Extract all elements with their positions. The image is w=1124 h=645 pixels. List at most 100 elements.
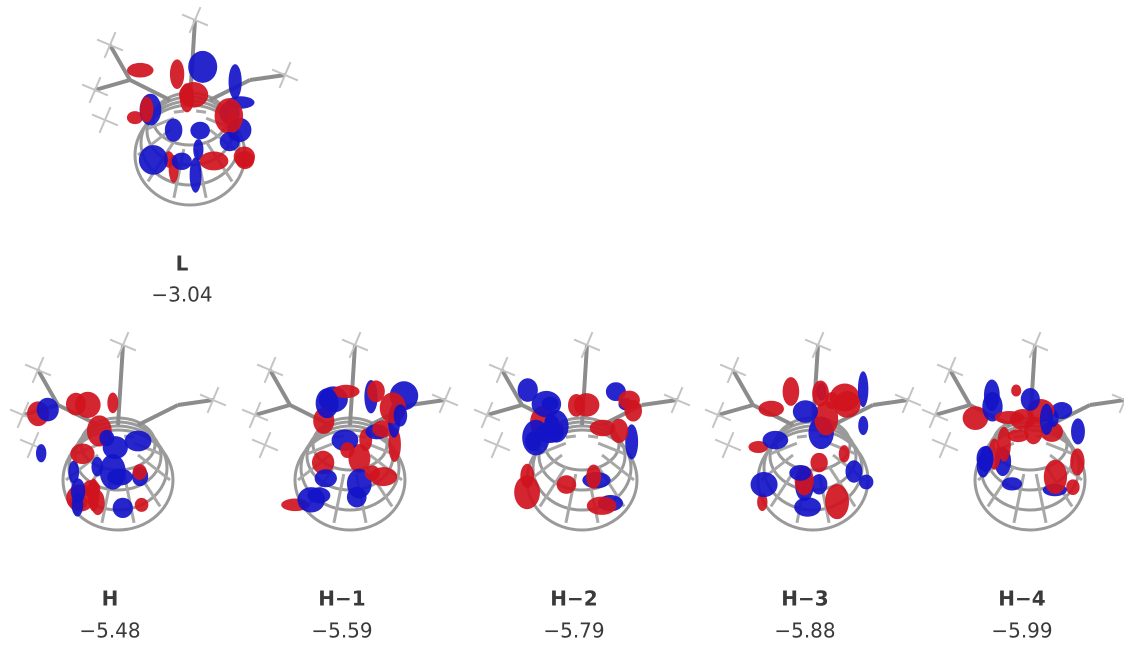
cage-bond: [529, 453, 563, 482]
orbital-lobe: [810, 474, 828, 495]
orbital-lobe: [188, 50, 218, 83]
hydrogen-bond: [501, 369, 516, 377]
orbital-lobe: [782, 377, 800, 406]
orbital-lobe: [824, 392, 839, 410]
hydrogen-bond: [490, 444, 498, 459]
hydrogen-bond: [717, 401, 725, 416]
hydrogen-bond: [212, 386, 220, 401]
orbital-lobe: [748, 441, 769, 454]
orbital-lobe: [758, 400, 784, 417]
hydrogen-bond: [676, 399, 691, 407]
cage-bond: [195, 109, 207, 114]
hydrogen-bond: [817, 331, 825, 346]
orbital-lobe: [1001, 477, 1023, 491]
arm-bond: [409, 398, 446, 407]
hydrogen-bond: [934, 401, 942, 416]
hydrogen-bond: [254, 401, 262, 416]
orbital-lobe: [35, 444, 47, 463]
arm-bond: [641, 398, 678, 407]
hydrogen-bond: [719, 363, 734, 371]
cage-bond: [986, 465, 1016, 508]
orbital-lobe: [1011, 384, 1022, 397]
orbital-lobe: [315, 388, 339, 419]
hydrogen-bond: [94, 89, 109, 97]
hydrogen-bond: [194, 19, 209, 27]
hydrogen-bond: [732, 356, 740, 371]
orbital-lobe: [199, 151, 229, 171]
cage-bond: [538, 465, 568, 508]
hydrogen-bond: [676, 386, 684, 401]
orbital-lobe: [517, 378, 538, 402]
hydrogen-bond: [81, 83, 96, 91]
orbital-lobe: [838, 445, 850, 463]
molecule-render: [9, 331, 227, 532]
arm-bond: [108, 44, 132, 81]
hydrogen-bond: [269, 356, 277, 371]
orbital-lobe: [1007, 429, 1029, 443]
hydrogen-bond: [931, 438, 946, 446]
orbital-lobe: [812, 380, 829, 407]
arm-bond: [1089, 398, 1124, 407]
orbital-lobe: [845, 460, 863, 483]
orbital-lobe: [332, 384, 360, 399]
orbital-lobe: [99, 453, 126, 490]
hydrogen-bond: [894, 393, 909, 401]
orbital-lobe: [171, 152, 192, 171]
hydrogen-bond: [663, 393, 678, 401]
hydrogen-bond: [480, 414, 488, 429]
hydrogen-bond: [1034, 344, 1049, 352]
orbital-lobe: [71, 492, 84, 517]
cage-ring: [299, 424, 401, 512]
orbital-lobe: [1066, 479, 1080, 496]
hydrogen-bond: [949, 369, 964, 377]
hydrogen-bond: [264, 431, 272, 446]
hydrogen-bond: [37, 356, 45, 371]
hydrogen-bond: [348, 344, 356, 359]
hydrogen-bond: [122, 344, 137, 352]
hydrogen-bond: [206, 399, 214, 414]
orbital-energy: −3.04: [151, 283, 212, 307]
hydrogen-bond: [94, 76, 102, 91]
cage-bond: [770, 441, 798, 455]
molecule-render: [921, 331, 1124, 532]
hydrogen-bond: [907, 399, 922, 407]
orbital-lobe: [1039, 403, 1054, 436]
arm-bond: [500, 369, 524, 406]
hydrogen-bond: [26, 444, 34, 459]
hydrogen-bond: [109, 31, 117, 46]
hydrogen-bond: [263, 369, 271, 384]
orbital-lobe: [74, 391, 101, 419]
molecule-render: [704, 331, 922, 532]
orbital-lobe: [858, 416, 869, 436]
hydrogen-bond: [580, 344, 588, 359]
hydrogen-bond: [103, 44, 111, 59]
hydrogen-bond: [96, 38, 111, 46]
orbital-lobe: [189, 157, 202, 193]
cage-ring: [61, 428, 175, 532]
cage-bond: [332, 473, 346, 524]
molecule-render: [81, 6, 299, 207]
orbital-lobe: [314, 469, 337, 488]
cage-bond: [587, 434, 599, 439]
orbital-lobe: [340, 442, 355, 459]
orbital-lobe: [567, 393, 585, 417]
arm-bond: [948, 369, 972, 406]
hydrogen-bond: [181, 13, 196, 21]
hydrogen-bond: [670, 399, 678, 414]
orbital-label: H−4: [998, 587, 1045, 611]
hydrogen-bond: [495, 369, 503, 384]
orbital-label: H−2: [550, 587, 597, 611]
hydrogen-bond: [473, 408, 488, 416]
orbital-lobe: [112, 497, 133, 519]
orbital-lobe: [126, 62, 154, 78]
hydrogen-bond: [24, 363, 39, 371]
hydrogen-bond: [714, 438, 729, 446]
hydrogen-bond: [496, 431, 504, 446]
orbital-energy: −5.79: [543, 619, 604, 643]
hydrogen-bond: [907, 386, 915, 401]
hydrogen-bond: [19, 438, 34, 446]
hydrogen-bond: [1118, 399, 1124, 414]
hydrogen-bond: [727, 444, 742, 452]
orbital-lobe: [541, 396, 559, 411]
